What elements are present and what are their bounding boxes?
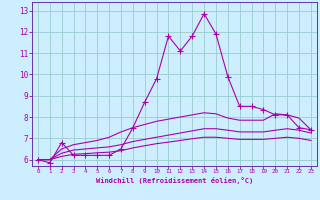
X-axis label: Windchill (Refroidissement éolien,°C): Windchill (Refroidissement éolien,°C) <box>96 177 253 184</box>
